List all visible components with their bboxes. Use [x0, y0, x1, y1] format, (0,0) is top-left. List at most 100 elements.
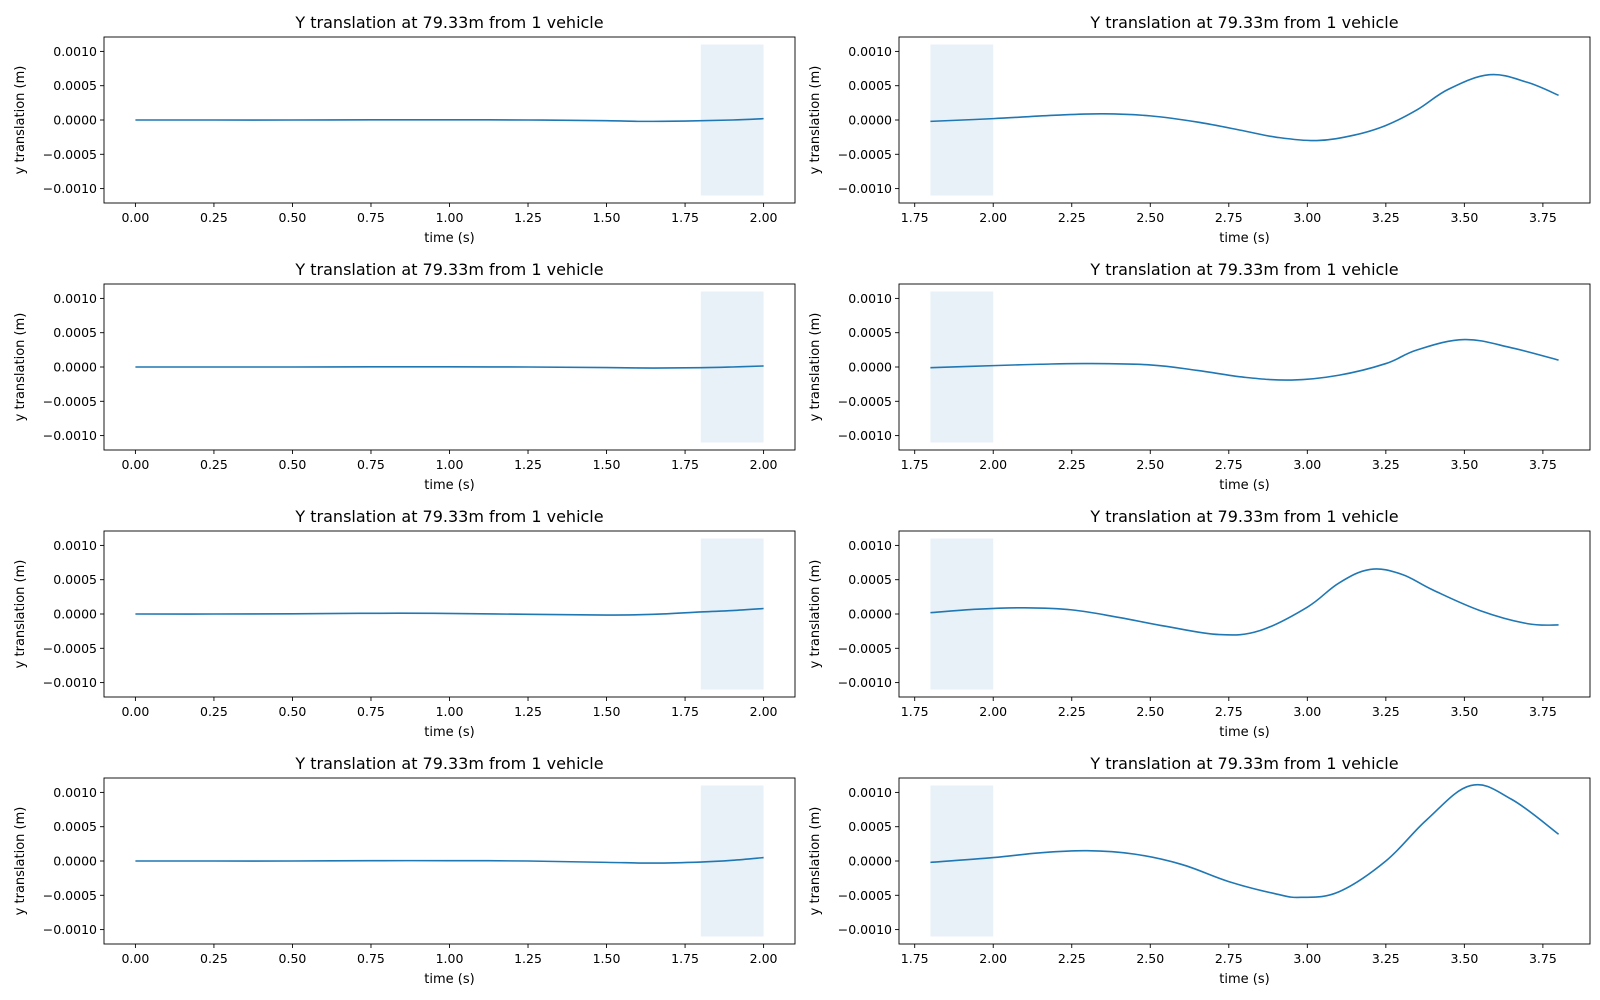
- series-line: [930, 338, 1559, 381]
- x-tick-label: 3.50: [1450, 951, 1478, 966]
- x-tick-label: 3.00: [1293, 457, 1321, 472]
- chart-title: Y translation at 79.33m from 1 vehicle: [294, 507, 603, 526]
- x-tick-label: 3.00: [1293, 704, 1321, 719]
- y-tick-label: 0.0010: [53, 538, 97, 553]
- x-tick-label: 3.50: [1450, 704, 1478, 719]
- chart-title: Y translation at 79.33m from 1 vehicle: [294, 260, 603, 279]
- axes-frame: [898, 36, 1591, 204]
- x-tick-label: 2.75: [1215, 951, 1243, 966]
- y-tick-label: 0.0010: [848, 538, 892, 553]
- x-tick-label: 3.25: [1372, 210, 1400, 225]
- subplot-6: Y translation at 79.33m from 1 vehicle 1.…: [808, 507, 1591, 740]
- y-tick-label: −0.0010: [43, 181, 97, 196]
- shaded-region: [700, 538, 764, 690]
- y-tick-label: −0.0010: [838, 922, 892, 937]
- y-axis-label: y translation (m): [13, 807, 28, 916]
- series-line: [135, 607, 764, 616]
- x-tick-label: 1.25: [514, 457, 542, 472]
- y-tick-label: −0.0005: [43, 394, 97, 409]
- series-line: [135, 856, 764, 864]
- x-tick-label: 0.00: [121, 457, 149, 472]
- subplot-1: Y translation at 79.33m from 1 vehicle 0.…: [13, 13, 796, 246]
- y-tick-label: 0.0000: [53, 360, 97, 375]
- x-tick-label: 0.00: [121, 210, 149, 225]
- y-tick-label: 0.0000: [53, 854, 97, 869]
- chart-title: Y translation at 79.33m from 1 vehicle: [1089, 507, 1398, 526]
- x-tick-label: 2.25: [1058, 210, 1086, 225]
- x-tick-label: 1.75: [901, 210, 929, 225]
- subplot-5: Y translation at 79.33m from 1 vehicle 0.…: [13, 507, 796, 740]
- y-tick-label: 0.0010: [848, 785, 892, 800]
- x-tick-label: 0.75: [357, 457, 385, 472]
- series-line: [930, 73, 1559, 142]
- x-tick-label: 0.75: [357, 210, 385, 225]
- x-tick-label: 2.00: [750, 951, 778, 966]
- y-tick-label: −0.0010: [838, 428, 892, 443]
- series-line: [135, 365, 764, 369]
- y-tick-label: −0.0010: [43, 922, 97, 937]
- y-axis-label: y translation (m): [808, 807, 823, 916]
- x-tick-label: 2.25: [1058, 457, 1086, 472]
- x-tick-label: 2.50: [1136, 704, 1164, 719]
- subplot-3: Y translation at 79.33m from 1 vehicle 0.…: [13, 260, 796, 493]
- y-tick-label: −0.0010: [838, 675, 892, 690]
- subplot-7: Y translation at 79.33m from 1 vehicle 0.…: [13, 754, 796, 987]
- y-axis-label: y translation (m): [13, 560, 28, 669]
- y-tick-label: −0.0010: [838, 181, 892, 196]
- x-tick-label: 1.50: [593, 951, 621, 966]
- y-tick-label: 0.0005: [848, 572, 892, 587]
- y-tick-label: 0.0005: [53, 78, 97, 93]
- y-axis-label: y translation (m): [13, 313, 28, 422]
- subplot-8: Y translation at 79.33m from 1 vehicle 1.…: [808, 754, 1591, 987]
- x-tick-label: 3.50: [1450, 457, 1478, 472]
- x-tick-label: 1.75: [671, 704, 699, 719]
- x-tick-label: 2.75: [1215, 457, 1243, 472]
- y-tick-label: 0.0000: [848, 113, 892, 128]
- x-axis-label: time (s): [1219, 478, 1269, 493]
- x-tick-label: 3.25: [1372, 951, 1400, 966]
- chart-title: Y translation at 79.33m from 1 vehicle: [294, 13, 603, 32]
- x-tick-label: 3.00: [1293, 951, 1321, 966]
- x-tick-label: 1.75: [671, 210, 699, 225]
- x-tick-label: 1.00: [436, 951, 464, 966]
- x-tick-label: 0.25: [200, 457, 228, 472]
- x-tick-label: 2.00: [750, 457, 778, 472]
- x-tick-label: 1.50: [593, 210, 621, 225]
- x-axis-label: time (s): [1219, 725, 1269, 740]
- x-tick-label: 0.25: [200, 951, 228, 966]
- y-tick-label: 0.0005: [53, 572, 97, 587]
- subplot-4: Y translation at 79.33m from 1 vehicle 1.…: [808, 260, 1591, 493]
- y-tick-label: 0.0000: [848, 360, 892, 375]
- series-line: [135, 117, 764, 123]
- y-tick-label: −0.0010: [43, 675, 97, 690]
- y-tick-label: 0.0000: [53, 607, 97, 622]
- y-axis-label: y translation (m): [808, 66, 823, 175]
- x-tick-label: 0.00: [121, 951, 149, 966]
- x-tick-label: 0.50: [279, 457, 307, 472]
- y-tick-label: 0.0010: [53, 291, 97, 306]
- y-axis-label: y translation (m): [13, 66, 28, 175]
- y-tick-label: −0.0005: [838, 147, 892, 162]
- y-tick-label: 0.0005: [848, 78, 892, 93]
- x-axis-label: time (s): [424, 478, 474, 493]
- x-tick-label: 2.00: [979, 457, 1007, 472]
- x-tick-label: 1.00: [436, 457, 464, 472]
- x-tick-label: 0.25: [200, 704, 228, 719]
- x-tick-label: 2.25: [1058, 951, 1086, 966]
- y-tick-label: −0.0005: [43, 641, 97, 656]
- x-tick-label: 0.50: [279, 951, 307, 966]
- x-tick-label: 1.75: [901, 704, 929, 719]
- x-tick-label: 0.75: [357, 704, 385, 719]
- x-tick-label: 0.50: [279, 704, 307, 719]
- chart-title: Y translation at 79.33m from 1 vehicle: [294, 754, 603, 773]
- shaded-region: [930, 538, 994, 690]
- x-tick-label: 1.75: [901, 457, 929, 472]
- x-tick-label: 3.00: [1293, 210, 1321, 225]
- axes-frame: [898, 777, 1591, 945]
- y-tick-label: −0.0010: [43, 428, 97, 443]
- x-axis-label: time (s): [424, 725, 474, 740]
- x-tick-label: 2.50: [1136, 210, 1164, 225]
- y-tick-label: −0.0005: [838, 641, 892, 656]
- x-axis-label: time (s): [424, 231, 474, 246]
